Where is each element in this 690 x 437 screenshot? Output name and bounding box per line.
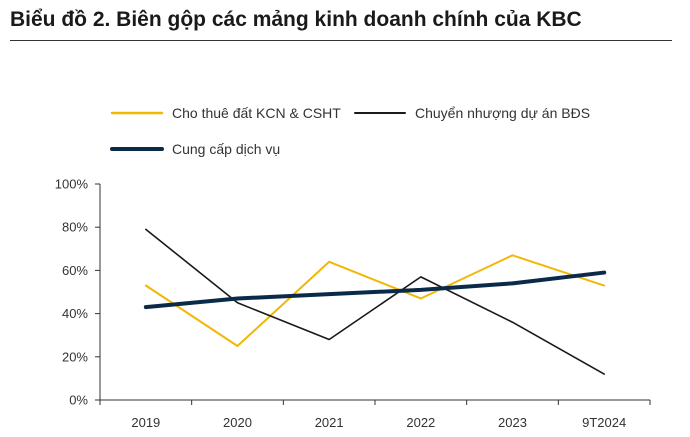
legend-label: Cung cấp dịch vụ xyxy=(172,141,280,157)
legend-label: Cho thuê đất KCN & CSHT xyxy=(172,105,341,121)
x-tick-label: 2023 xyxy=(498,415,527,430)
y-tick-label: 20% xyxy=(62,349,88,364)
y-tick-label: 60% xyxy=(62,263,88,278)
chart-title: Biểu đồ 2. Biên gộp các mảng kinh doanh … xyxy=(10,8,582,31)
y-tick-label: 100% xyxy=(55,177,89,192)
legend: Cho thuê đất KCN & CSHT Chuyển nhượng dự … xyxy=(110,105,590,157)
series-line xyxy=(143,270,607,310)
y-tick-label: 80% xyxy=(62,220,88,235)
y-tick-label: 40% xyxy=(62,306,88,321)
x-tick-label: 2022 xyxy=(406,415,435,430)
x-tick-label: 9T2024 xyxy=(582,415,626,430)
series-line xyxy=(144,254,606,347)
x-tick-label: 2019 xyxy=(131,415,160,430)
y-tick-label: 0% xyxy=(69,393,88,408)
x-axis: 2019 2020 2021 2022 2023 9T2024 xyxy=(99,399,651,430)
x-tick-label: 2021 xyxy=(315,415,344,430)
x-tick-label: 2020 xyxy=(223,415,252,430)
legend-label: Chuyển nhượng dự án BĐS xyxy=(415,105,590,121)
series-line xyxy=(145,228,605,375)
y-axis: 0% 20% 40% 60% 80% 100% xyxy=(55,177,101,408)
title-divider xyxy=(10,40,672,41)
series-lines xyxy=(143,228,607,375)
